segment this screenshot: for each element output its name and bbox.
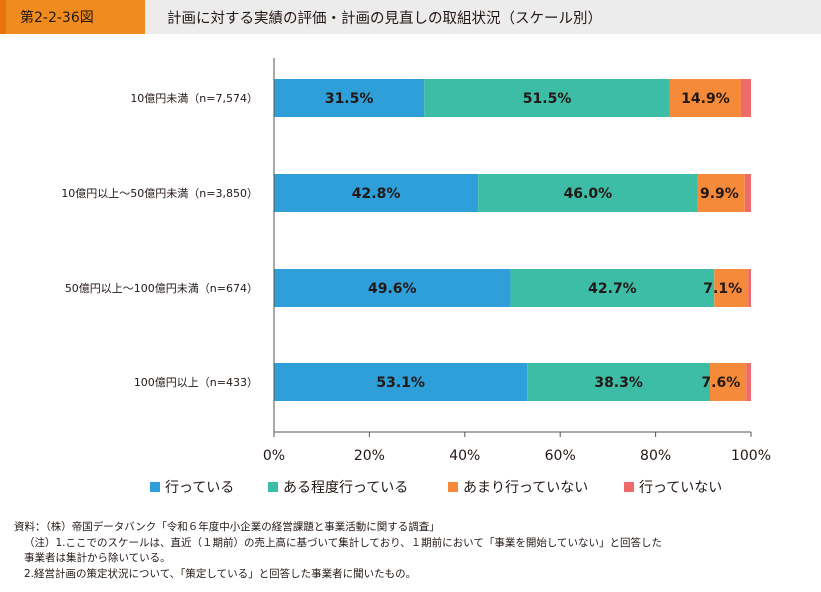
x-tick-label: 100% xyxy=(731,448,771,464)
legend-label: 行っていない xyxy=(639,480,722,496)
bar-segment xyxy=(527,363,710,401)
figure-title-box: 計画に対する実績の評価・計画の見直しの取組状況（スケール別） xyxy=(145,0,821,34)
note-1-cont: 事業者は集計から除いている。 xyxy=(24,552,171,564)
legend-label: 行っている xyxy=(165,480,234,496)
figure-number-box: 第2-2-36図 xyxy=(0,0,145,34)
data-label: 51.5% xyxy=(523,91,572,107)
data-label: 7.6% xyxy=(701,375,740,391)
bar-segment xyxy=(510,269,715,307)
category-label: 100億円以上（n=433） xyxy=(134,376,258,389)
bar-segment xyxy=(478,174,698,212)
bar-segment xyxy=(274,269,511,307)
figure-header: 第2-2-36図 計画に対する実績の評価・計画の見直しの取組状況（スケール別） xyxy=(0,0,821,34)
data-label: 7.1% xyxy=(703,281,742,297)
data-label: 42.8% xyxy=(352,186,401,202)
legend-label: あまり行っていない xyxy=(463,480,588,496)
bar-segment xyxy=(709,363,747,401)
bar-segment xyxy=(740,79,751,117)
x-tick-label: 20% xyxy=(354,448,385,464)
data-label: 42.7% xyxy=(588,281,637,297)
bar-segment xyxy=(744,174,751,212)
bar-segment xyxy=(274,174,479,212)
legend-swatch xyxy=(448,482,458,492)
category-label: 10億円以上～50億円未満（n=3,850） xyxy=(61,187,258,200)
figure-title: 計画に対する実績の評価・計画の見直しの取組状況（スケール別） xyxy=(167,11,602,27)
bar-segment xyxy=(746,363,751,401)
category-label: 50億円以上～100億円未満（n=674） xyxy=(65,282,258,295)
note-2: 2.経営計画の策定状況について、「策定している」と回答した事業者に聞いたもの。 xyxy=(24,567,417,580)
x-tick-label: 0% xyxy=(263,448,285,464)
data-label: 46.0% xyxy=(564,186,613,202)
bar-segment xyxy=(424,79,670,117)
legend-swatch xyxy=(150,482,160,492)
x-tick-label: 60% xyxy=(545,448,576,464)
data-label: 53.1% xyxy=(376,375,425,391)
data-label: 31.5% xyxy=(325,91,374,107)
data-label: 9.9% xyxy=(700,186,739,202)
data-label: 38.3% xyxy=(594,375,643,391)
notes: 資料：（株）帝国データバンク「令和６年度中小企業の経営課題と事業活動に関する調査… xyxy=(14,520,662,582)
bar-segment xyxy=(274,79,425,117)
data-label: 49.6% xyxy=(368,281,417,297)
x-tick-label: 80% xyxy=(640,448,671,464)
bar-segment xyxy=(274,363,528,401)
bar-segment xyxy=(748,269,751,307)
note-1: （注）1.ここでのスケールは、直近（１期前）の売上高に基づいて集計しており、１期… xyxy=(24,536,663,549)
data-label: 14.9% xyxy=(681,91,730,107)
x-tick-label: 40% xyxy=(449,448,480,464)
bar-segment xyxy=(697,174,745,212)
note-source: 資料：（株）帝国データバンク「令和６年度中小企業の経営課題と事業活動に関する調査… xyxy=(14,521,440,533)
stacked-bar-chart: 10億円未満（n=7,574） 31.5% 51.5% 14.9% 10億円以上～50億… xyxy=(61,58,771,496)
figure-number: 第2-2-36図 xyxy=(20,10,94,26)
legend-swatch xyxy=(268,482,278,492)
bar-segment xyxy=(669,79,741,117)
bar-segment xyxy=(714,269,749,307)
legend-swatch xyxy=(624,482,634,492)
category-label: 10億円未満（n=7,574） xyxy=(130,92,258,105)
legend-label: ある程度行っている xyxy=(283,480,408,496)
